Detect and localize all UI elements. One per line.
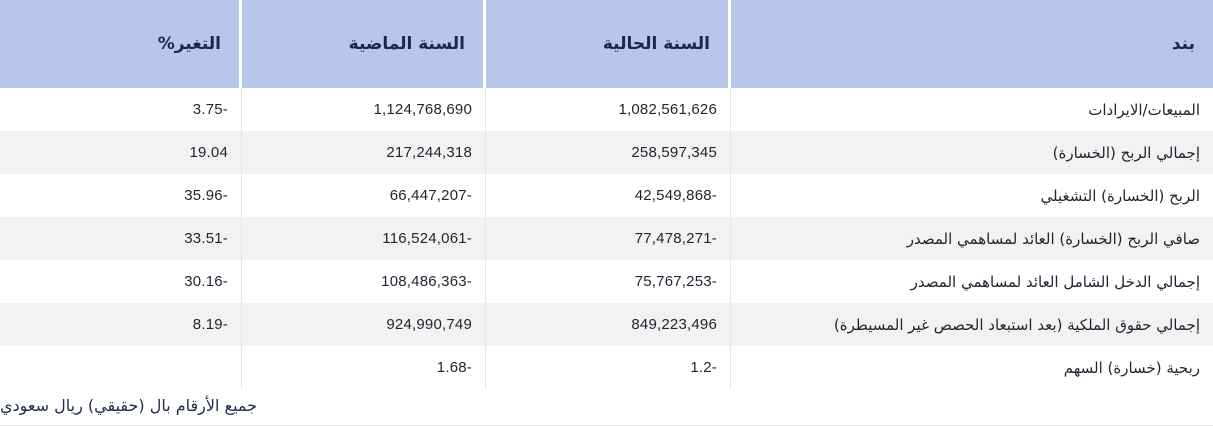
table-row: إجمالي الدخل الشامل العائد لمساهمي المصد… — [0, 260, 1213, 303]
item-label: ربحية (خسارة) السهم — [731, 346, 1213, 389]
current-year-value: 258,597,345 — [486, 131, 731, 174]
column-header-item: بند — [731, 0, 1213, 88]
item-label: صافي الربح (الخسارة) العائد لمساهمي المص… — [731, 217, 1213, 260]
table-row: الربح (الخسارة) التشغيلي -42,549,868 -66,4… — [0, 174, 1213, 217]
table-row: المبيعات/الايرادات 1,082,561,626 1,124,768… — [0, 88, 1213, 131]
current-year-value: -1.2 — [486, 346, 731, 389]
current-year-value: 1,082,561,626 — [486, 88, 731, 131]
change-percent-value: -3.75 — [0, 88, 242, 131]
item-label: إجمالي الربح (الخسارة) — [731, 131, 1213, 174]
previous-year-value: 217,244,318 — [242, 131, 486, 174]
change-percent-value: -30.16 — [0, 260, 242, 303]
column-header-previous-year: السنة الماضية — [242, 0, 486, 88]
footnote-bar: جميع الأرقام بال (حقيقي) ريال سعودي — [0, 389, 1213, 426]
previous-year-value: 924,990,749 — [242, 303, 486, 346]
change-percent-value: -8.19 — [0, 303, 242, 346]
current-year-value: 849,223,496 — [486, 303, 731, 346]
change-percent-value — [0, 346, 242, 389]
previous-year-value: -108,486,363 — [242, 260, 486, 303]
currency-footnote: جميع الأرقام بال (حقيقي) ريال سعودي — [0, 395, 258, 415]
change-percent-value: -35.96 — [0, 174, 242, 217]
previous-year-value: -116,524,061 — [242, 217, 486, 260]
item-label: إجمالي حقوق الملكية (بعد استبعاد الحصص غ… — [731, 303, 1213, 346]
financial-comparison-table: بند السنة الحالية السنة الماضية التغير% … — [0, 0, 1213, 389]
previous-year-value: -66,447,207 — [242, 174, 486, 217]
column-header-current-year: السنة الحالية — [486, 0, 731, 88]
table-row: إجمالي حقوق الملكية (بعد استبعاد الحصص غ… — [0, 303, 1213, 346]
table-row: صافي الربح (الخسارة) العائد لمساهمي المص… — [0, 217, 1213, 260]
change-percent-value: -33.51 — [0, 217, 242, 260]
current-year-value: -42,549,868 — [486, 174, 731, 217]
table-row: ربحية (خسارة) السهم -1.2 -1.68 — [0, 346, 1213, 389]
current-year-value: -77,478,271 — [486, 217, 731, 260]
current-year-value: -75,767,253 — [486, 260, 731, 303]
column-header-change-pct: التغير% — [0, 0, 242, 88]
item-label: إجمالي الدخل الشامل العائد لمساهمي المصد… — [731, 260, 1213, 303]
change-percent-value: 19.04 — [0, 131, 242, 174]
item-label: المبيعات/الايرادات — [731, 88, 1213, 131]
table-row: إجمالي الربح (الخسارة) 258,597,345 217,244… — [0, 131, 1213, 174]
previous-year-value: -1.68 — [242, 346, 486, 389]
previous-year-value: 1,124,768,690 — [242, 88, 486, 131]
item-label: الربح (الخسارة) التشغيلي — [731, 174, 1213, 217]
table-header-row: بند السنة الحالية السنة الماضية التغير% — [0, 0, 1213, 88]
